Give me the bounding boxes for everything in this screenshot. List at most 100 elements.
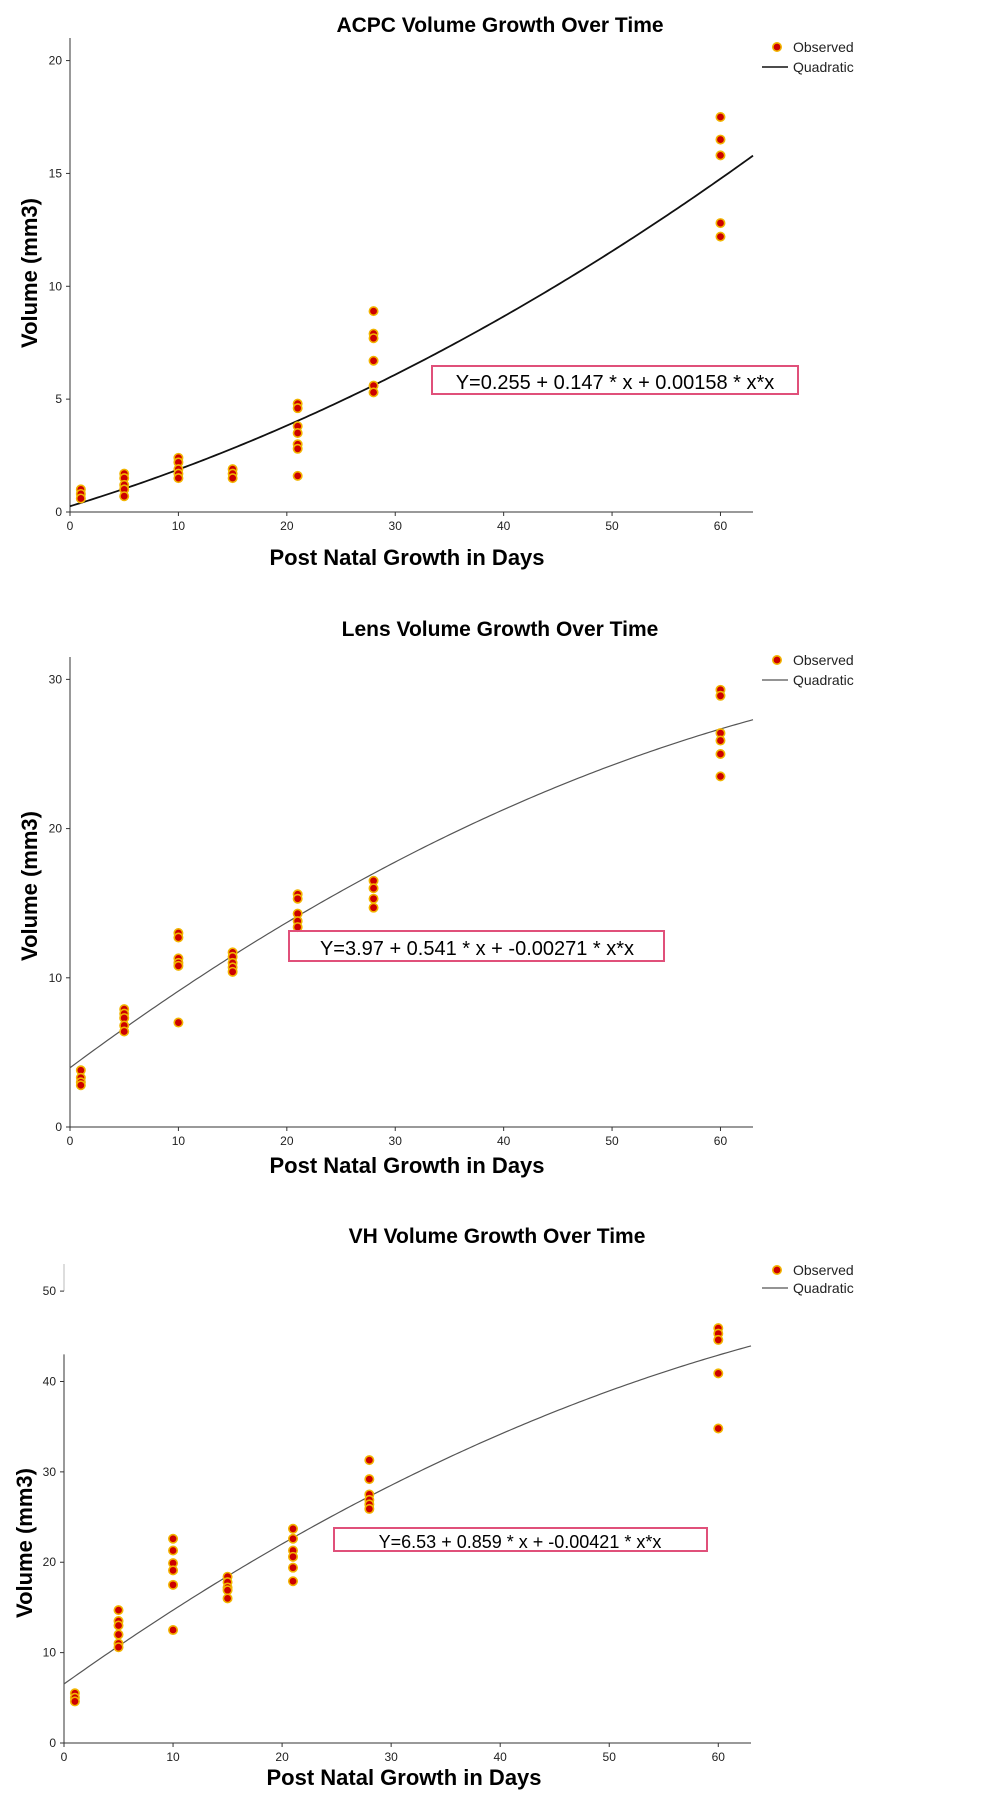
observed-point bbox=[168, 1545, 179, 1556]
x-axis-label: Post Natal Growth in Days bbox=[266, 1765, 541, 1790]
observed-point bbox=[715, 150, 726, 161]
observed-point bbox=[715, 218, 726, 229]
observed-point bbox=[715, 735, 726, 746]
legend: Observed Quadratic bbox=[762, 39, 854, 75]
observed-point bbox=[287, 1562, 298, 1573]
observed-point bbox=[113, 1605, 124, 1616]
legend: Observed Quadratic bbox=[762, 1262, 854, 1296]
observed-point bbox=[292, 443, 303, 454]
plot-area: 0 10 20 30 40 50 60 0 10 20 30 40 50 bbox=[43, 1264, 752, 1764]
observed-point bbox=[715, 112, 726, 123]
x-tick-label: 30 bbox=[389, 519, 403, 533]
plot-area: 0 10 20 30 40 50 60 0 5 10 15 20 bbox=[49, 38, 754, 533]
observed-point bbox=[713, 1368, 724, 1379]
y-tick-label: 50 bbox=[43, 1284, 57, 1298]
observed-point bbox=[715, 134, 726, 145]
observed-point bbox=[173, 960, 184, 971]
vh-chart: VH Volume Growth Over Time 0 10 20 30 40 50 60… bbox=[12, 1225, 854, 1790]
observed-point bbox=[715, 690, 726, 701]
x-tick-label: 10 bbox=[172, 1134, 186, 1148]
x-tick-label: 50 bbox=[603, 1750, 617, 1764]
lens-chart: Lens Volume Growth Over Time 0 10 20 30 40 50… bbox=[17, 618, 854, 1178]
x-tick-label: 0 bbox=[67, 1134, 74, 1148]
observed-point bbox=[173, 1017, 184, 1028]
observed-point bbox=[119, 491, 130, 502]
observed-point bbox=[292, 893, 303, 904]
observed-point bbox=[287, 1523, 298, 1534]
y-tick-label: 0 bbox=[49, 1736, 56, 1750]
y-tick-label: 0 bbox=[55, 1120, 62, 1134]
observed-point bbox=[364, 1455, 375, 1466]
observed-point bbox=[227, 473, 238, 484]
y-tick-label: 5 bbox=[55, 392, 62, 406]
y-tick-label: 40 bbox=[43, 1374, 57, 1388]
y-tick-label: 0 bbox=[55, 505, 62, 519]
x-tick-label: 40 bbox=[494, 1750, 508, 1764]
x-tick-label: 0 bbox=[61, 1750, 68, 1764]
x-tick-label: 40 bbox=[497, 1134, 511, 1148]
observed-point bbox=[287, 1533, 298, 1544]
observed-point bbox=[292, 403, 303, 414]
observed-point bbox=[713, 1423, 724, 1434]
x-tick-label: 60 bbox=[714, 1134, 728, 1148]
x-tick-label: 30 bbox=[389, 1134, 403, 1148]
quadratic-fit-line bbox=[63, 1345, 752, 1685]
y-axis-label: Volume (mm3) bbox=[17, 198, 42, 348]
legend-quadratic-label: Quadratic bbox=[793, 59, 854, 75]
quadratic-fit-line bbox=[69, 154, 754, 508]
legend-quadratic-label: Quadratic bbox=[793, 1280, 854, 1296]
observed-point bbox=[113, 1642, 124, 1653]
legend-observed-marker bbox=[771, 654, 782, 665]
x-tick-label: 40 bbox=[497, 519, 511, 533]
equation-box bbox=[288, 930, 665, 962]
x-tick-label: 10 bbox=[166, 1750, 180, 1764]
x-tick-label: 60 bbox=[714, 519, 728, 533]
observed-point bbox=[368, 333, 379, 344]
observed-point bbox=[173, 473, 184, 484]
observed-point bbox=[168, 1533, 179, 1544]
observed-point bbox=[368, 306, 379, 317]
observed-point bbox=[168, 1565, 179, 1576]
x-tick-label: 50 bbox=[605, 1134, 619, 1148]
observed-point bbox=[75, 493, 86, 504]
y-tick-label: 20 bbox=[49, 822, 63, 836]
y-axis-label: Volume (mm3) bbox=[17, 811, 42, 961]
plot-area: 0 10 20 30 40 50 60 0 10 20 30 bbox=[49, 657, 754, 1148]
legend-observed-label: Observed bbox=[793, 652, 854, 668]
observed-point bbox=[69, 1696, 80, 1707]
y-tick-label: 30 bbox=[49, 672, 63, 686]
x-tick-label: 50 bbox=[605, 519, 619, 533]
observed-point bbox=[227, 966, 238, 977]
x-tick-label: 60 bbox=[712, 1750, 726, 1764]
y-tick-label: 30 bbox=[43, 1465, 57, 1479]
equation-box bbox=[333, 1527, 708, 1552]
observed-point bbox=[292, 427, 303, 438]
legend-observed-label: Observed bbox=[793, 39, 854, 55]
observed-point bbox=[287, 1576, 298, 1587]
legend-observed-marker bbox=[771, 1264, 782, 1275]
legend: Observed Quadratic bbox=[762, 652, 854, 688]
observed-point bbox=[113, 1620, 124, 1631]
equation-label: Y=0.255 + 0.147 * x + 0.00158 * x*x bbox=[456, 372, 775, 394]
observed-point bbox=[173, 932, 184, 943]
quadratic-fit-line bbox=[69, 719, 754, 1069]
legend-quadratic-label: Quadratic bbox=[793, 672, 854, 688]
x-tick-label: 20 bbox=[280, 1134, 294, 1148]
y-tick-label: 10 bbox=[49, 279, 63, 293]
observed-point bbox=[287, 1551, 298, 1562]
legend-observed-marker bbox=[771, 41, 782, 52]
observed-point bbox=[368, 387, 379, 398]
y-axis-label: Volume (mm3) bbox=[12, 1468, 37, 1618]
observed-point bbox=[364, 1474, 375, 1485]
observed-point bbox=[368, 893, 379, 904]
x-tick-label: 10 bbox=[172, 519, 186, 533]
x-tick-label: 0 bbox=[67, 519, 74, 533]
observed-point bbox=[119, 1026, 130, 1037]
chart-title: ACPC Volume Growth Over Time bbox=[336, 14, 663, 37]
observed-point bbox=[75, 1080, 86, 1091]
observed-point bbox=[368, 902, 379, 913]
y-tick-label: 10 bbox=[49, 971, 63, 985]
observed-point bbox=[292, 470, 303, 481]
observed-point bbox=[168, 1625, 179, 1636]
observed-point bbox=[364, 1503, 375, 1514]
